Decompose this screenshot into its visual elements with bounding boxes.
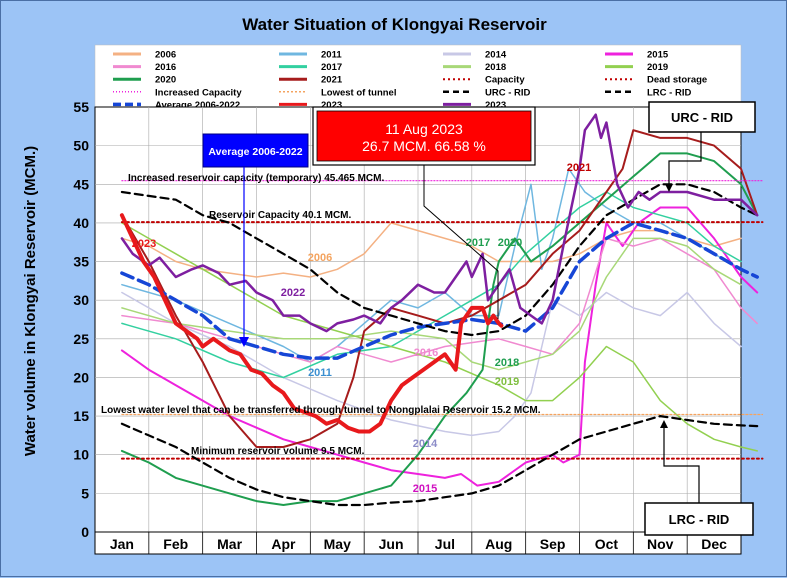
legend-label: 2011 (321, 50, 342, 61)
annotation-label: Lowest water level that can be transferr… (101, 405, 541, 416)
annotation-label: Minimum reservoir volume 9.5 MCM. (191, 446, 365, 457)
annotation-label: 2019 (495, 376, 519, 388)
y-tick-label: 30 (73, 292, 89, 308)
y-tick-label: 50 (73, 138, 89, 154)
y-tick-label: 35 (73, 254, 89, 270)
chart-title: Water Situation of Klongyai Reservoir (242, 15, 547, 34)
lrc-callout-pointer (663, 425, 700, 503)
legend-label: Increased Capacity (155, 87, 242, 98)
legend-label: 2019 (647, 62, 668, 73)
legend-label: 2020 (155, 75, 176, 86)
legend: 2006 2011 2014 2015 2016 2017 2018 2019 2020 2021… (113, 50, 707, 111)
x-tick-label: Apr (271, 536, 296, 552)
legend-label: 2023 (321, 100, 342, 111)
x-tick-label: Jun (379, 536, 404, 552)
y-tick-label: 25 (73, 331, 89, 347)
legend-label: 2014 (485, 50, 507, 61)
legend-label: 2021 (321, 75, 343, 86)
annotation-label: 2018 (495, 357, 519, 369)
series-line-2006 (121, 222, 742, 278)
y-axis-label: Water volume in Klongyai Reservoir (MCM.… (22, 146, 39, 456)
series-line-2020 (120, 152, 759, 506)
x-tick-label: Feb (163, 536, 188, 552)
annotation-label: 2016 (414, 347, 438, 359)
legend-label: 2006 (155, 50, 176, 61)
current-callout-date: 11 Aug 2023 (385, 121, 463, 137)
legend-label: Lowest of tunnel (321, 87, 396, 98)
lrc-callout-arrowhead (660, 420, 668, 428)
x-tick-label: May (324, 536, 351, 552)
annotations: Increased reservoir capacity (temporary)… (101, 162, 591, 495)
annotation-label: 2006 (308, 252, 332, 264)
y-tick-label: 0 (81, 524, 89, 540)
urc-callout-pointer (668, 132, 702, 187)
legend-label: Dead storage (647, 75, 707, 86)
annotation-label: 2011 (308, 367, 332, 379)
x-tick-label: Dec (701, 536, 727, 552)
annotation-label: 2014 (413, 438, 438, 450)
annotation-label: Increased reservoir capacity (temporary)… (128, 173, 384, 184)
current-callout-box (316, 110, 532, 162)
lrc-callout-box (644, 502, 754, 536)
lrc-callout-text: LRC - RID (669, 512, 730, 527)
series-line-2023 (119, 213, 504, 434)
legend-label: 2017 (321, 62, 342, 73)
annotation-label: 2020 (498, 237, 522, 249)
legend-label: 2015 (647, 50, 669, 61)
annotation-label: 2015 (413, 483, 437, 495)
x-tick-label: Jul (435, 536, 455, 552)
y-tick-label: 45 (73, 176, 89, 192)
annotation-label: 2023 (132, 238, 156, 250)
series-line-lrc-rid (120, 415, 759, 507)
annotation-label: 2022 (281, 287, 305, 299)
x-tick-label: Mar (217, 536, 242, 552)
series-line-average-2006-2022 (120, 221, 759, 360)
x-tick-label: Nov (647, 536, 674, 552)
average-callout-text: Average 2006-2022 (208, 146, 302, 158)
series-lines (119, 113, 764, 507)
legend-label: 2023 (485, 100, 506, 111)
average-callout-box (202, 133, 309, 168)
y-axis: 0 5 10 15 20 25 30 35 40 45 50 55 (73, 99, 89, 540)
y-tick-label: 15 (73, 408, 89, 424)
x-axis: Jan Feb Mar Apr May Jun Jul Aug Sep Oct Nov Dec (110, 532, 727, 554)
y-tick-label: 10 (73, 447, 89, 463)
annotation-label: Reservoir Capacity 40.1 MCM. (209, 210, 352, 221)
average-callout-arrowhead (239, 337, 249, 347)
y-tick-label: 55 (73, 99, 89, 115)
annotation-label: 2021 (567, 162, 591, 174)
x-tick-label: Sep (540, 536, 566, 552)
x-tick-label: Oct (595, 536, 619, 552)
series-line-2017 (121, 191, 742, 379)
legend-label: LRC - RID (647, 87, 691, 98)
y-tick-label: 20 (73, 369, 89, 385)
series-line-2022 (120, 113, 759, 333)
y-tick-label: 40 (73, 215, 89, 231)
series-line-urc-rid (120, 183, 759, 337)
urc-callout-box (648, 101, 756, 133)
current-callout-value: 26.7 MCM. 66.58 % (362, 138, 486, 154)
urc-callout-text: URC - RID (671, 110, 733, 125)
x-tick-label: Aug (485, 536, 512, 552)
series-line-2014 (121, 291, 742, 437)
legend-label: Capacity (485, 75, 525, 86)
legend-label: Average 2006-2022 (155, 100, 240, 111)
current-callout-pointer (423, 165, 499, 319)
legend-label: 2018 (485, 62, 506, 73)
legend-background (94, 44, 742, 108)
y-tick-label: 5 (81, 485, 89, 501)
series-line-2018 (121, 237, 742, 371)
legend-label: 2016 (155, 62, 176, 73)
annotation-label: 2017 (466, 237, 490, 249)
legend-label: URC - RID (485, 87, 531, 98)
urc-callout-arrowhead (665, 184, 673, 192)
series-line-2015 (120, 206, 759, 487)
x-tick-label: Jan (110, 536, 134, 552)
